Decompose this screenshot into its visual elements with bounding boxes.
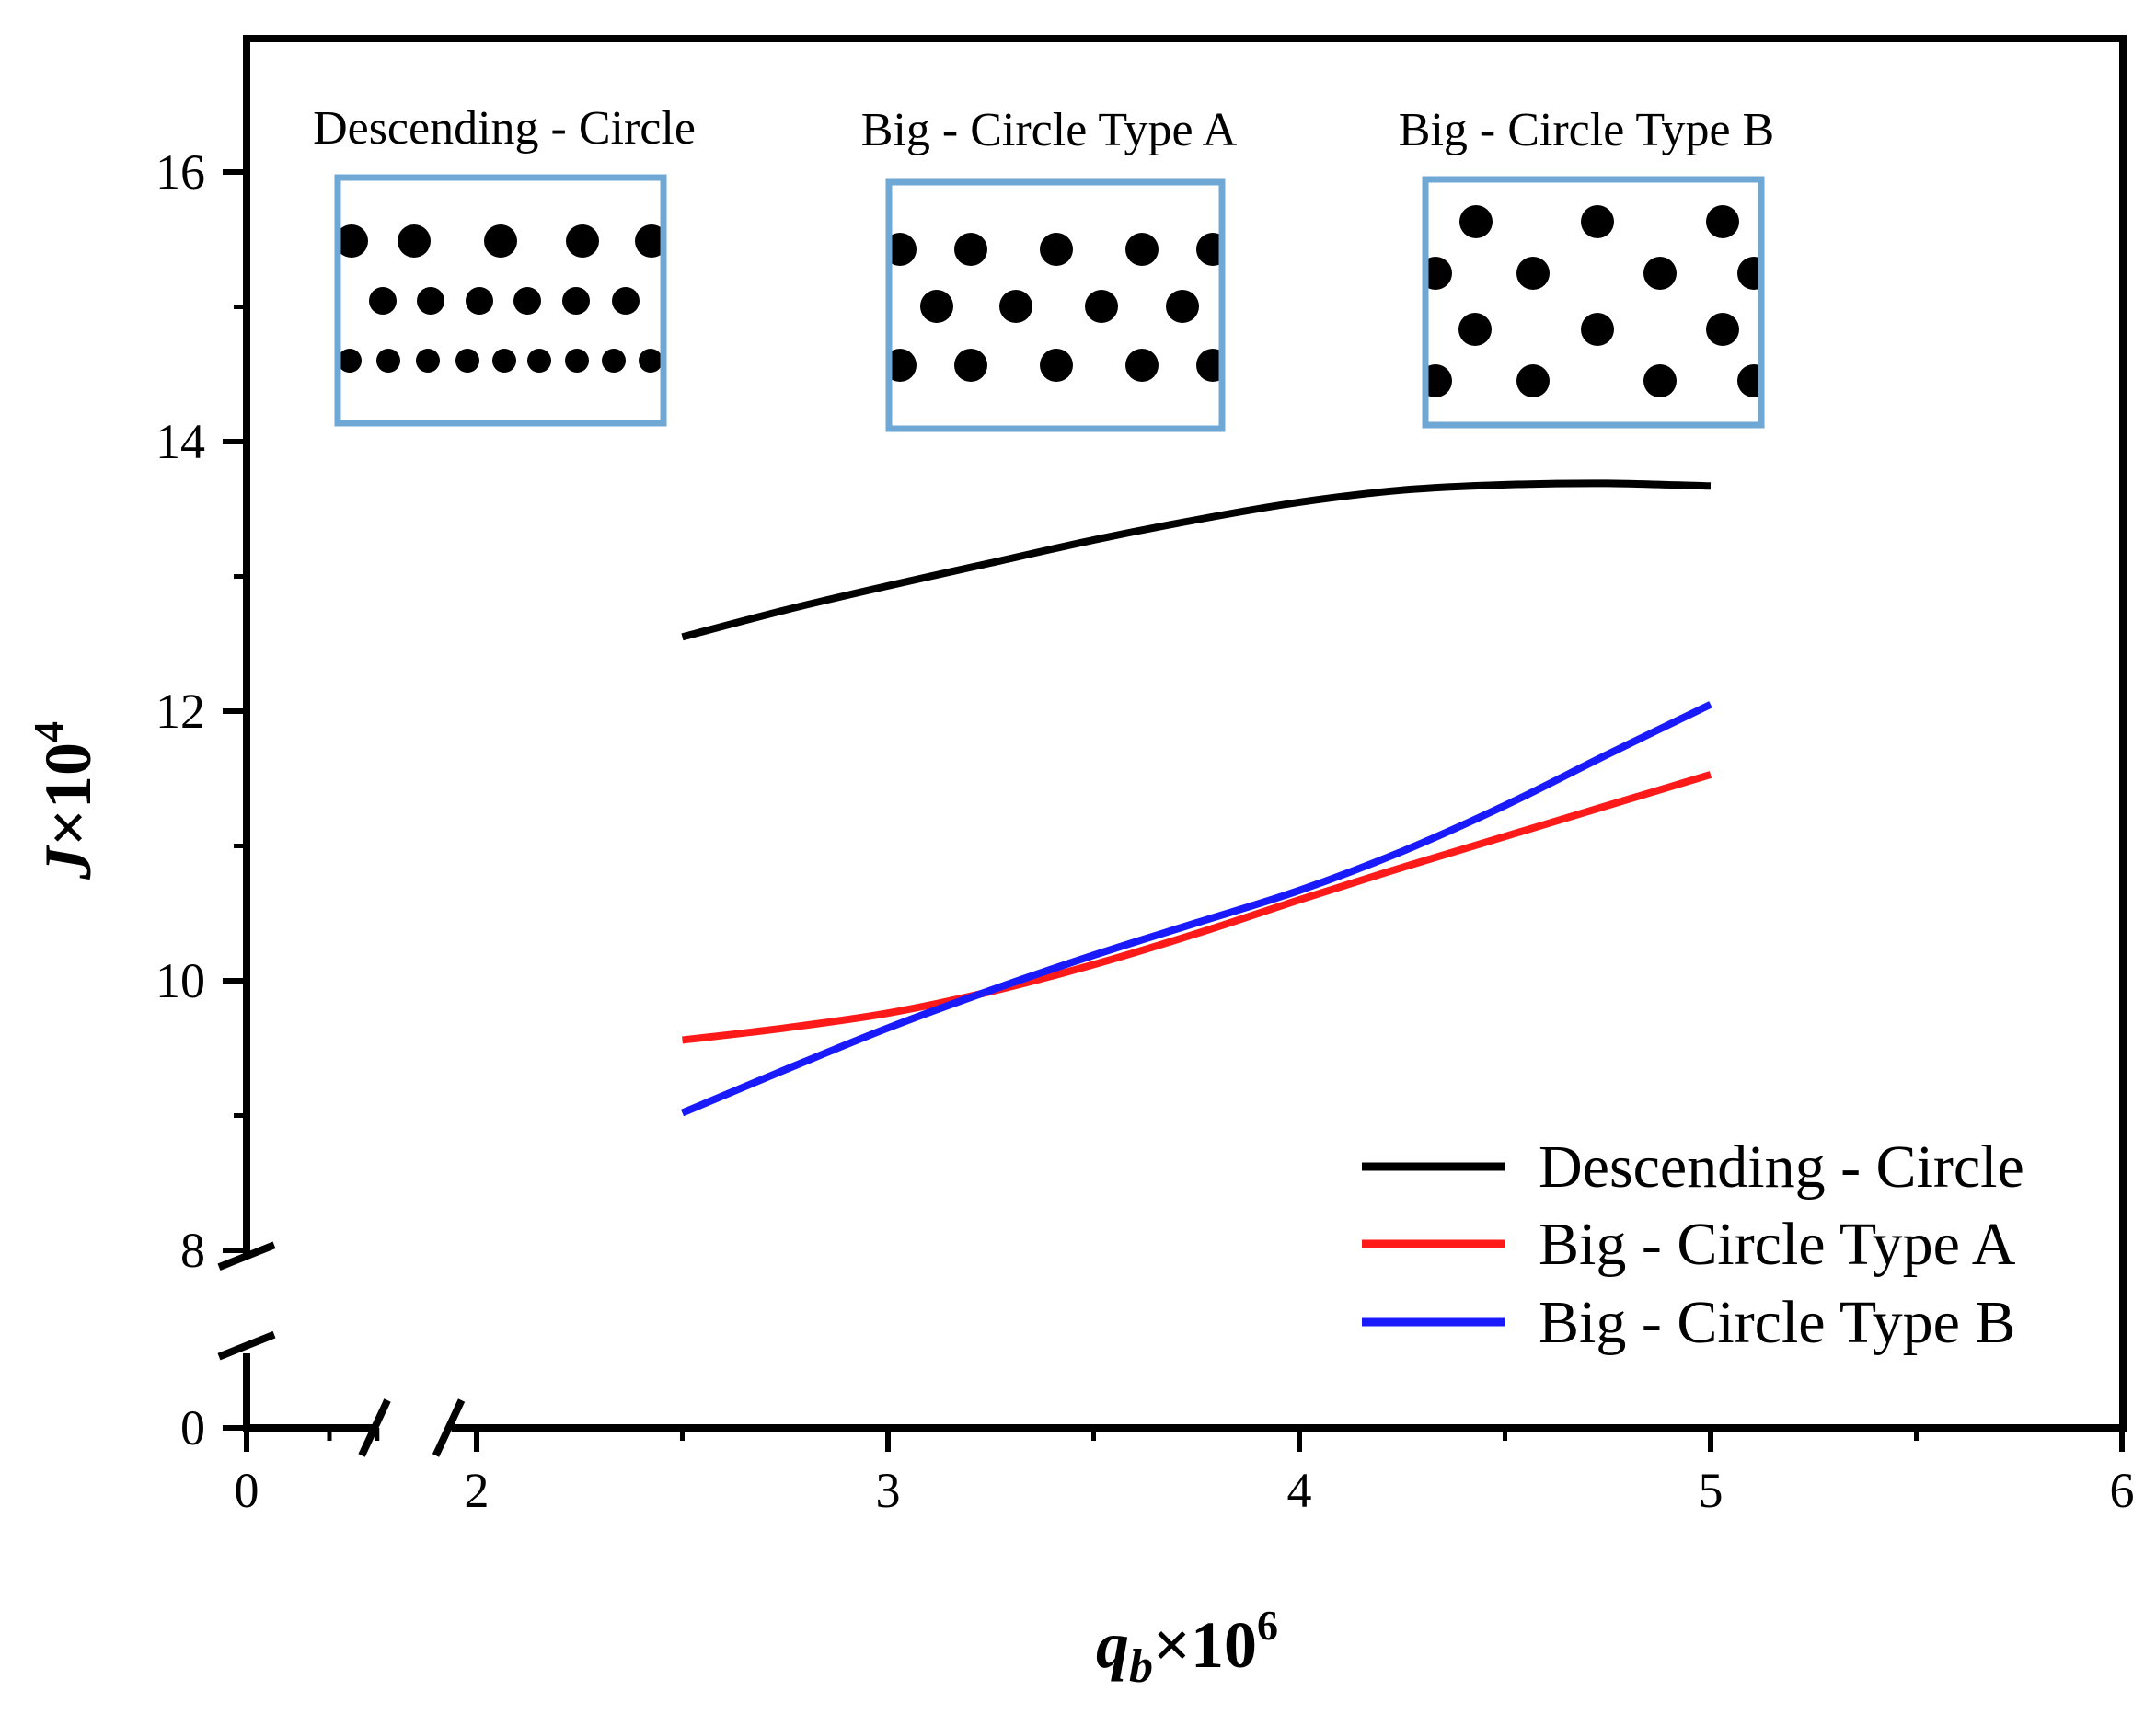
particle-dot bbox=[338, 224, 368, 258]
inset-title: Descending - Circle bbox=[313, 102, 696, 155]
particle-dot bbox=[1581, 313, 1614, 346]
x-tick-label: 6 bbox=[2110, 1463, 2135, 1518]
particle-dot bbox=[1166, 290, 1199, 323]
series-line-big-circle-type-b bbox=[680, 701, 1712, 1117]
particle-dot bbox=[369, 287, 397, 315]
x-tick-label: 2 bbox=[465, 1463, 490, 1518]
legend-item: Big - Circle Type A bbox=[1362, 1211, 2016, 1278]
x-axis-break-mark bbox=[432, 1398, 466, 1457]
particle-dot bbox=[920, 290, 953, 323]
inset-frame bbox=[334, 174, 667, 427]
particle-dot bbox=[1040, 233, 1073, 266]
inset-big-circle-type-a: Big - Circle Type A bbox=[861, 104, 1238, 432]
particle-dot bbox=[1737, 257, 1761, 290]
inset-frame bbox=[885, 178, 1226, 432]
particle-dot bbox=[1458, 313, 1492, 346]
particle-dot bbox=[1643, 257, 1677, 290]
x-tick-label: 4 bbox=[1287, 1463, 1312, 1518]
x-tick-label: 0 bbox=[235, 1463, 259, 1518]
particle-dot bbox=[612, 287, 640, 315]
particle-dot bbox=[1040, 349, 1073, 382]
inset-particles bbox=[338, 224, 663, 373]
particle-dot bbox=[1706, 313, 1739, 346]
inset-descending-circle: Descending - Circle bbox=[313, 102, 696, 427]
inset-big-circle-type-b: Big - Circle Type B bbox=[1399, 104, 1774, 429]
particle-dot bbox=[1125, 349, 1159, 382]
particle-dot bbox=[602, 349, 626, 373]
legend-label: Big - Circle Type A bbox=[1539, 1211, 2016, 1278]
y-tick-label: 10 bbox=[156, 953, 205, 1008]
legend-label: Big - Circle Type B bbox=[1539, 1289, 2015, 1356]
inset-title: Big - Circle Type B bbox=[1399, 104, 1774, 156]
particle-dot bbox=[1459, 205, 1493, 238]
inset-title: Big - Circle Type A bbox=[861, 104, 1238, 156]
particle-dot bbox=[416, 349, 440, 373]
particle-dot bbox=[954, 349, 987, 382]
particle-dot bbox=[635, 224, 663, 258]
particle-dot bbox=[1516, 364, 1550, 397]
particle-dot bbox=[1516, 257, 1550, 290]
y-axis-break-mark bbox=[217, 1241, 276, 1271]
particle-dot bbox=[1737, 364, 1761, 397]
y-tick-label: 12 bbox=[156, 684, 205, 739]
legend-item: Big - Circle Type B bbox=[1362, 1289, 2015, 1356]
particle-dot bbox=[527, 349, 551, 373]
particle-dot bbox=[889, 233, 917, 266]
inset-particles bbox=[889, 233, 1222, 382]
particle-dot bbox=[1196, 349, 1222, 382]
series-line-descending-circle bbox=[681, 479, 1712, 641]
particle-dot bbox=[1643, 364, 1677, 397]
particle-dot bbox=[999, 290, 1032, 323]
particle-dot bbox=[1425, 257, 1452, 290]
x-tick-label: 5 bbox=[1699, 1463, 1724, 1518]
particle-dot bbox=[565, 349, 589, 373]
particle-dot bbox=[1196, 233, 1222, 266]
x-axis-title: qb×106 bbox=[1096, 1602, 1278, 1693]
y-tick-label: 16 bbox=[156, 144, 205, 200]
particle-dot bbox=[492, 349, 516, 373]
particle-dot bbox=[466, 287, 493, 315]
particle-dot bbox=[566, 224, 599, 258]
particle-dot bbox=[398, 224, 431, 258]
y-axis-break-mark bbox=[217, 1330, 276, 1361]
y-tick-label: 0 bbox=[180, 1400, 205, 1455]
particle-dot bbox=[376, 349, 400, 373]
particle-dot bbox=[417, 287, 444, 315]
particle-dot bbox=[455, 349, 479, 373]
particle-dot bbox=[1125, 233, 1159, 266]
y-tick-label: 8 bbox=[180, 1223, 205, 1278]
particle-dot bbox=[1085, 290, 1118, 323]
x-tick-label: 3 bbox=[876, 1463, 901, 1518]
legend-label: Descending - Circle bbox=[1539, 1133, 2024, 1201]
particle-dot bbox=[639, 349, 663, 373]
x-axis-break-mark bbox=[358, 1398, 391, 1457]
inset-frame bbox=[1422, 176, 1765, 429]
inset-particles bbox=[1425, 205, 1761, 397]
particle-dot bbox=[562, 287, 590, 315]
particle-dot bbox=[1425, 364, 1452, 397]
y-axis-title: J×104 bbox=[25, 721, 105, 880]
series-line-big-circle-type-a bbox=[682, 771, 1712, 1044]
particle-dot bbox=[889, 349, 917, 382]
particle-dot bbox=[338, 349, 362, 373]
y-tick-label: 14 bbox=[156, 414, 205, 469]
particle-dot bbox=[954, 233, 987, 266]
particle-dot bbox=[513, 287, 541, 315]
legend-item: Descending - Circle bbox=[1362, 1133, 2024, 1201]
particle-dot bbox=[1706, 205, 1739, 238]
particle-dot bbox=[484, 224, 517, 258]
particle-dot bbox=[1581, 205, 1614, 238]
